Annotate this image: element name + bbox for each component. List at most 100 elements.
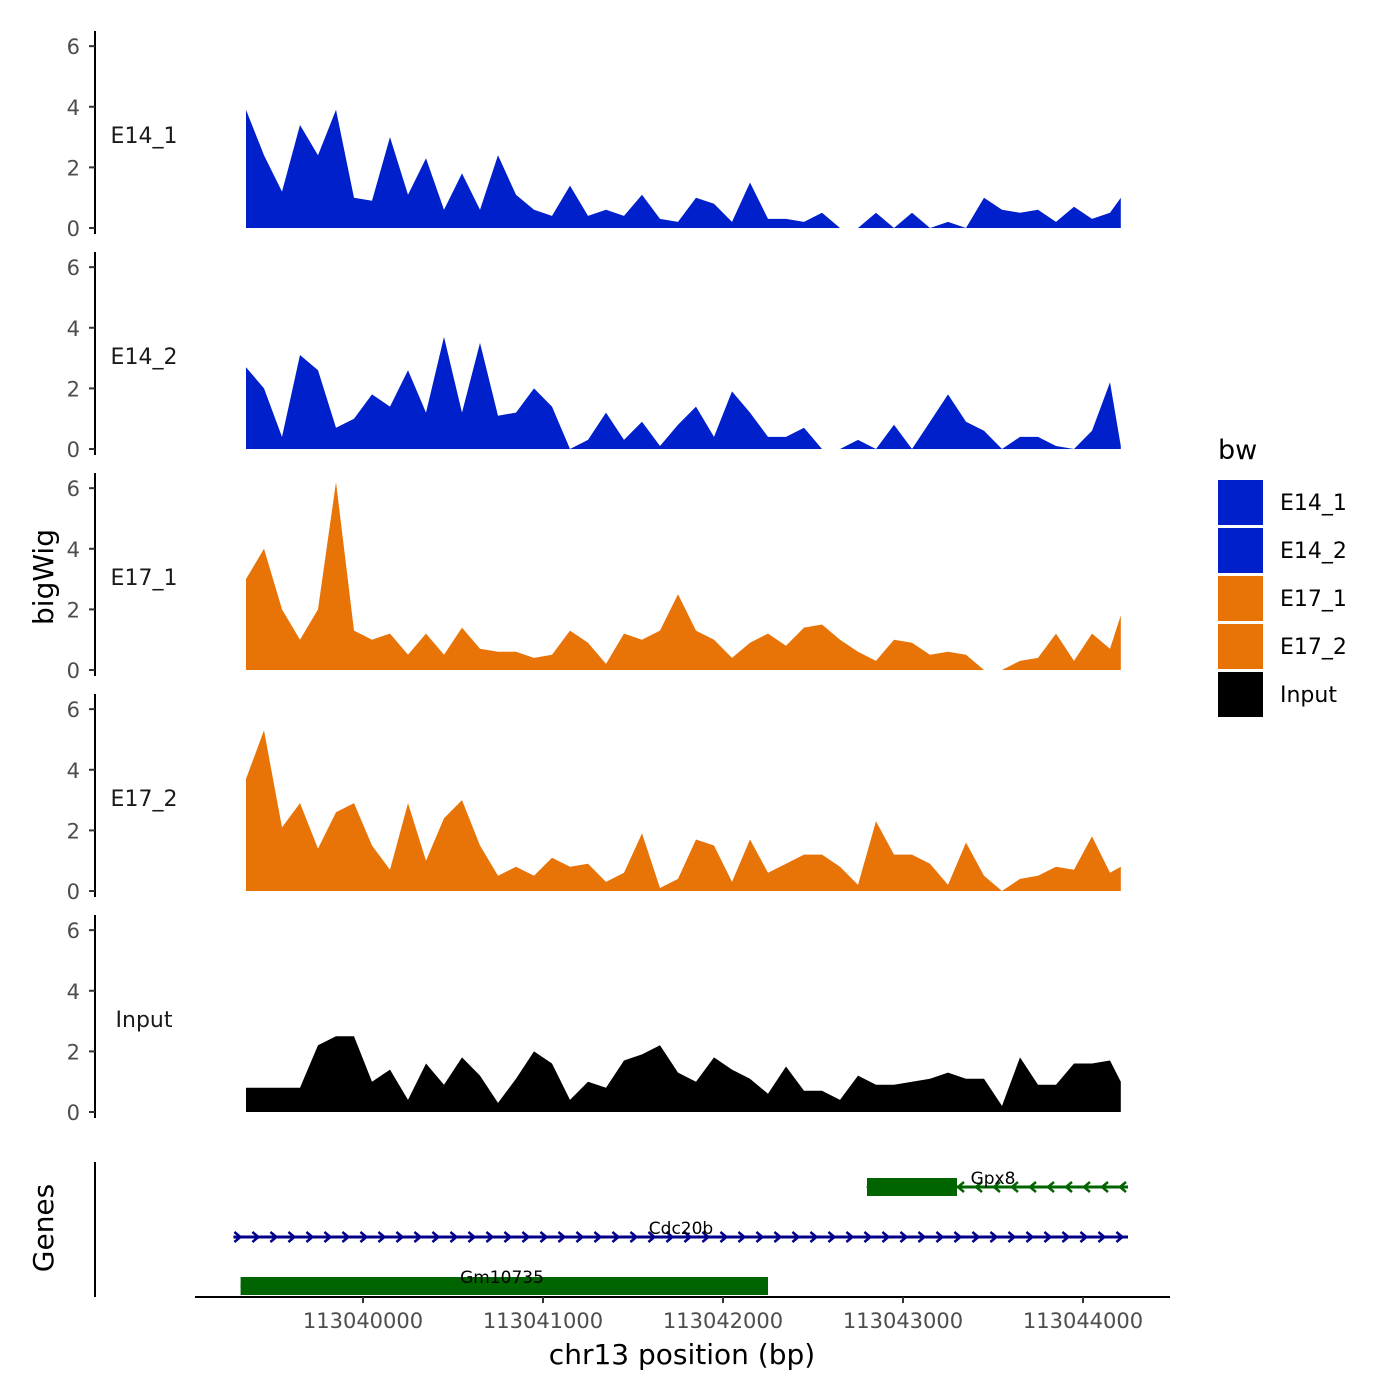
strand-arrow xyxy=(1079,1231,1089,1243)
legend: bw E14_1 E14_2 E17_1 E17_2 Input xyxy=(1218,435,1347,717)
legend-item-e17-1: E17_1 xyxy=(1218,576,1347,621)
legend-item-e14-2: E14_2 xyxy=(1218,528,1347,573)
y-tick-label: 4 xyxy=(67,980,80,1004)
gene-label: Cdc20b xyxy=(649,1219,713,1239)
track-input: 0 2 4 6 Input xyxy=(67,915,1121,1125)
strand-arrow xyxy=(917,1231,927,1243)
signal-tracks: 0 2 4 6 E14_1 0 2 4 6 E14_2 0 2 4 6 E17_1 0 2 4 6 E17_2 0 2 4 6… xyxy=(67,31,1121,1125)
gene-exon xyxy=(240,1277,769,1295)
signal-area xyxy=(246,482,1121,670)
legend-item-e14-1: E14_1 xyxy=(1218,480,1347,525)
legend-label: E17_2 xyxy=(1280,635,1347,660)
strand-arrow xyxy=(341,1231,351,1243)
strand-arrow xyxy=(1097,1231,1107,1243)
strand-arrow xyxy=(1025,1231,1035,1243)
strand-arrow xyxy=(593,1231,603,1243)
y-tick-label: 2 xyxy=(67,1040,80,1064)
strand-arrow xyxy=(1010,1181,1019,1193)
legend-swatch xyxy=(1218,480,1263,525)
y-tick-label: 4 xyxy=(67,759,80,783)
strand-arrow xyxy=(647,1231,657,1243)
strand-arrow xyxy=(521,1231,531,1243)
strand-arrow xyxy=(737,1231,747,1243)
strand-arrow xyxy=(773,1231,783,1243)
y-tick-label: 4 xyxy=(67,538,80,562)
legend-swatch xyxy=(1218,624,1263,669)
track-e14-2: 0 2 4 6 E14_2 xyxy=(67,252,1121,462)
legend-swatch xyxy=(1218,672,1263,717)
x-tick-label: 113042000 xyxy=(663,1309,783,1333)
y-tick-label: 2 xyxy=(67,377,80,401)
y-tick-label: 6 xyxy=(67,477,80,501)
legend-label: E14_2 xyxy=(1280,539,1347,564)
strand-arrow xyxy=(575,1231,585,1243)
signal-area xyxy=(246,1036,1121,1112)
strand-arrow xyxy=(971,1231,981,1243)
strand-arrow xyxy=(395,1231,405,1243)
strand-arrow xyxy=(1064,1181,1073,1193)
strand-arrow xyxy=(1115,1231,1125,1243)
legend-label: E14_1 xyxy=(1280,491,1347,516)
strand-arrow xyxy=(755,1231,765,1243)
x-tick-label: 113041000 xyxy=(483,1309,603,1333)
gene-track: Gpx8 Cdc20b Gm10735 xyxy=(94,1162,1128,1297)
strand-arrow xyxy=(1100,1181,1109,1193)
legend-item-e17-2: E17_2 xyxy=(1218,624,1347,669)
strand-arrow xyxy=(992,1181,1001,1193)
gene-label: Gm10735 xyxy=(460,1268,544,1288)
legend-item-input: Input xyxy=(1218,672,1337,717)
track-label: E14_2 xyxy=(111,345,178,370)
y-tick-label: 6 xyxy=(67,256,80,280)
y-tick-label: 4 xyxy=(67,317,80,341)
legend-title: bw xyxy=(1218,435,1257,466)
strand-arrow xyxy=(251,1231,261,1243)
legend-label: E17_1 xyxy=(1280,587,1347,612)
track-e14-1: 0 2 4 6 E14_1 xyxy=(67,31,1121,241)
strand-arrow xyxy=(233,1231,243,1243)
y-tick-label: 2 xyxy=(67,819,80,843)
strand-arrow xyxy=(956,1181,965,1193)
y-tick-label: 6 xyxy=(67,35,80,59)
y-tick-label: 2 xyxy=(67,156,80,180)
track-label: E14_1 xyxy=(111,124,178,149)
signal-area xyxy=(246,730,1121,891)
legend-label: Input xyxy=(1280,683,1337,708)
strand-arrow xyxy=(1061,1231,1071,1243)
track-e17-2: 0 2 4 6 E17_2 xyxy=(67,694,1121,904)
signal-area xyxy=(246,109,1121,228)
strand-arrow xyxy=(503,1231,513,1243)
y-tick-label: 6 xyxy=(67,919,80,943)
x-tick-label: 113044000 xyxy=(1023,1309,1143,1333)
strand-arrow xyxy=(701,1231,711,1243)
strand-arrow xyxy=(899,1231,909,1243)
strand-arrow xyxy=(611,1231,621,1243)
gene-exon xyxy=(867,1178,957,1196)
strand-arrow xyxy=(1082,1181,1091,1193)
y-tick-label: 0 xyxy=(67,880,80,904)
y-tick-label: 0 xyxy=(67,217,80,241)
x-tick-label: 113043000 xyxy=(843,1309,963,1333)
y-tick-label: 2 xyxy=(67,598,80,622)
y-tick-label: 0 xyxy=(67,438,80,462)
legend-swatch xyxy=(1218,576,1263,621)
legend-swatch xyxy=(1218,528,1263,573)
strand-arrow xyxy=(305,1231,315,1243)
y-tick-label: 0 xyxy=(67,659,80,683)
genes-axis-title: Genes xyxy=(27,1184,60,1272)
gene-label: Gpx8 xyxy=(971,1169,1016,1189)
strand-arrow xyxy=(359,1231,369,1243)
strand-arrow xyxy=(485,1231,495,1243)
strand-arrow xyxy=(665,1231,675,1243)
strand-arrow xyxy=(413,1231,423,1243)
track-label: E17_2 xyxy=(111,787,178,812)
strand-arrow xyxy=(719,1231,729,1243)
strand-arrow xyxy=(557,1231,567,1243)
strand-arrow xyxy=(1046,1181,1055,1193)
strand-arrow xyxy=(629,1231,639,1243)
y-tick-label: 6 xyxy=(67,698,80,722)
strand-arrow xyxy=(683,1231,693,1243)
gene-gm10735: Gm10735 xyxy=(240,1268,769,1295)
strand-arrow xyxy=(269,1231,279,1243)
strand-arrow xyxy=(287,1231,297,1243)
gene-cdc20b: Cdc20b xyxy=(233,1219,1128,1243)
